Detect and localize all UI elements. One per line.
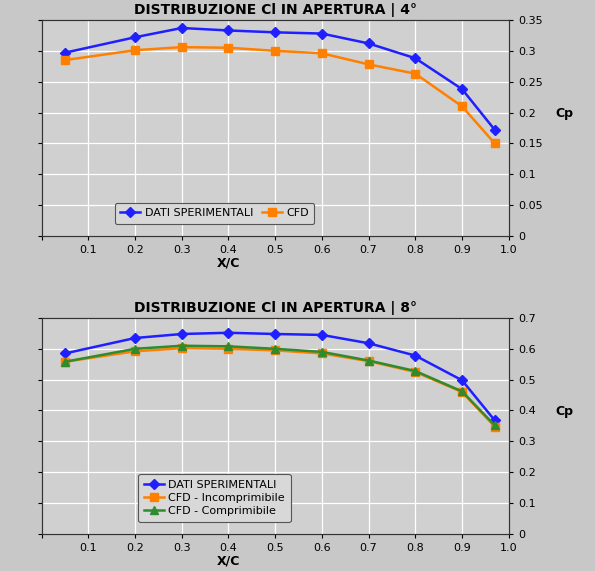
Title: DISTRIBUZIONE Cl IN APERTURA | 8°: DISTRIBUZIONE Cl IN APERTURA | 8°: [134, 301, 416, 315]
Y-axis label: Cp: Cp: [556, 405, 574, 419]
Title: DISTRIBUZIONE Cl IN APERTURA | 4°: DISTRIBUZIONE Cl IN APERTURA | 4°: [134, 3, 416, 18]
Text: X/C: X/C: [217, 256, 240, 270]
Text: X/C: X/C: [217, 554, 240, 568]
Y-axis label: Cp: Cp: [556, 107, 574, 120]
Legend: DATI SPERIMENTALI, CFD - Incomprimibile, CFD - Comprimibile: DATI SPERIMENTALI, CFD - Incomprimibile,…: [139, 474, 290, 522]
Legend: DATI SPERIMENTALI, CFD: DATI SPERIMENTALI, CFD: [114, 203, 314, 224]
